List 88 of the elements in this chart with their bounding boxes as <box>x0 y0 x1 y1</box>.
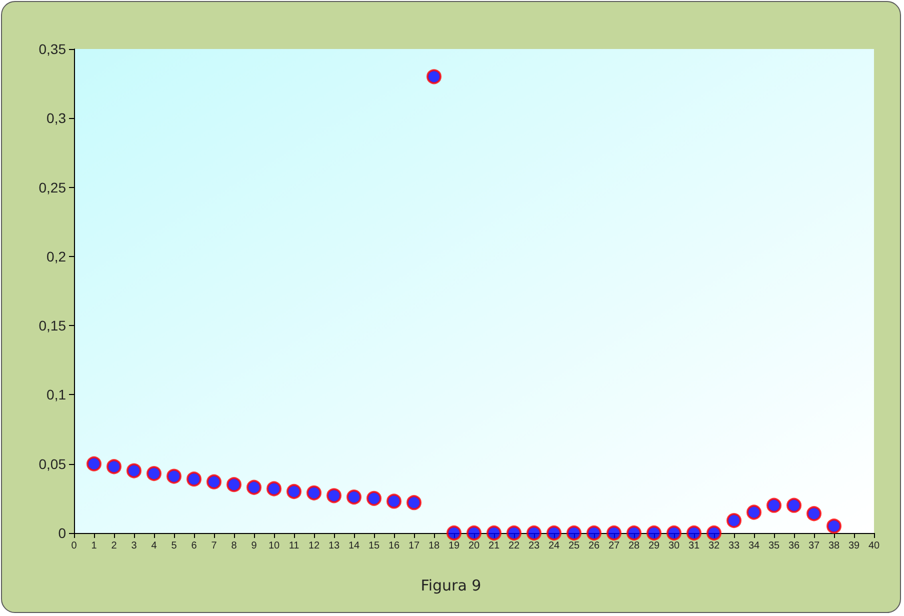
point <box>326 488 342 504</box>
x-tick-label: 14 <box>348 540 360 552</box>
x-tick-label: 18 <box>428 540 440 552</box>
point <box>206 474 222 490</box>
y-tick-label: 0,3 <box>46 110 66 126</box>
x-tick-label: 15 <box>368 540 380 552</box>
x-tick-label: 31 <box>688 540 700 552</box>
y-tick-label: 0,15 <box>38 318 66 334</box>
y-tick-label: 0,25 <box>38 179 66 196</box>
x-tick-label: 24 <box>548 540 560 552</box>
x-tick-label: 28 <box>628 540 640 552</box>
point <box>786 498 802 513</box>
x-tick-label: 13 <box>328 540 340 552</box>
point <box>706 526 722 540</box>
x-tick-label: 17 <box>408 540 420 552</box>
y-tick-label: 0,2 <box>46 248 66 264</box>
text: Figura 9 <box>420 576 482 594</box>
point <box>566 526 582 540</box>
point <box>86 456 102 472</box>
x-tick-label: 38 <box>828 540 840 552</box>
point <box>746 504 762 520</box>
x-tick-label: 3 <box>131 540 138 552</box>
y-tick-label: 0,1 <box>46 386 66 403</box>
point <box>366 490 382 506</box>
x-tick-label: 21 <box>488 540 500 552</box>
x-tick-label: 30 <box>668 540 680 552</box>
point <box>306 485 322 500</box>
x-tick-label: 32 <box>708 540 720 552</box>
x-tick-label: 34 <box>748 540 760 552</box>
point <box>266 481 282 496</box>
y-tick-label: 0 <box>58 525 66 541</box>
x-tick-label: 4 <box>151 540 158 552</box>
point <box>586 526 602 540</box>
point <box>106 459 122 474</box>
x-tick-label: 39 <box>848 540 860 552</box>
x-tick-label: 36 <box>788 540 800 552</box>
point <box>626 526 642 540</box>
point <box>686 526 702 540</box>
point <box>826 518 842 534</box>
x-tick-label: 8 <box>231 540 238 552</box>
point <box>166 468 182 484</box>
x-tick-label: 7 <box>211 540 218 552</box>
point <box>506 526 522 540</box>
point <box>806 506 822 522</box>
point <box>246 480 262 495</box>
y-tick-label: 0,05 <box>38 456 66 472</box>
point <box>126 463 142 478</box>
x-tick-label: 37 <box>808 540 820 552</box>
point <box>226 477 242 492</box>
point <box>426 69 442 84</box>
x-tick-label: 20 <box>468 540 480 552</box>
point <box>406 495 422 510</box>
x-tick-label: 0 <box>71 540 78 552</box>
point <box>766 498 782 513</box>
x-tick-label: 26 <box>588 540 600 552</box>
point <box>346 490 362 505</box>
x-tick-label: 12 <box>308 540 320 552</box>
x-tick-label: 5 <box>171 540 178 552</box>
point <box>386 494 402 509</box>
point <box>466 526 482 540</box>
x-tick-label: 1 <box>91 540 98 552</box>
point <box>486 526 502 540</box>
point <box>286 484 302 500</box>
point <box>526 526 542 540</box>
x-tick-label: 16 <box>388 540 400 552</box>
x-tick-label: 10 <box>268 540 280 552</box>
x-tick-label: 40 <box>868 540 880 552</box>
x-tick-label: 6 <box>191 540 198 552</box>
point <box>146 466 162 482</box>
x-tick-label: 23 <box>528 540 540 552</box>
x-tick-label: 9 <box>251 540 258 552</box>
point <box>446 526 462 540</box>
point <box>546 526 562 540</box>
x-tick-label: 33 <box>728 540 740 552</box>
x-tick-label: 27 <box>608 540 620 552</box>
x-tick-label: 2 <box>111 540 118 552</box>
point <box>646 526 662 540</box>
x-tick-label: 35 <box>768 540 780 552</box>
y-tick-label: 0,35 <box>38 41 66 57</box>
point <box>606 526 622 540</box>
x-tick-label: 25 <box>568 540 580 552</box>
x-tick-label: 29 <box>648 540 660 552</box>
x-tick-label: 22 <box>508 540 520 552</box>
point <box>186 472 202 487</box>
x-tick-label: 19 <box>448 540 460 552</box>
x-tick-label: 11 <box>288 540 300 552</box>
point <box>666 526 682 540</box>
point <box>726 513 742 528</box>
